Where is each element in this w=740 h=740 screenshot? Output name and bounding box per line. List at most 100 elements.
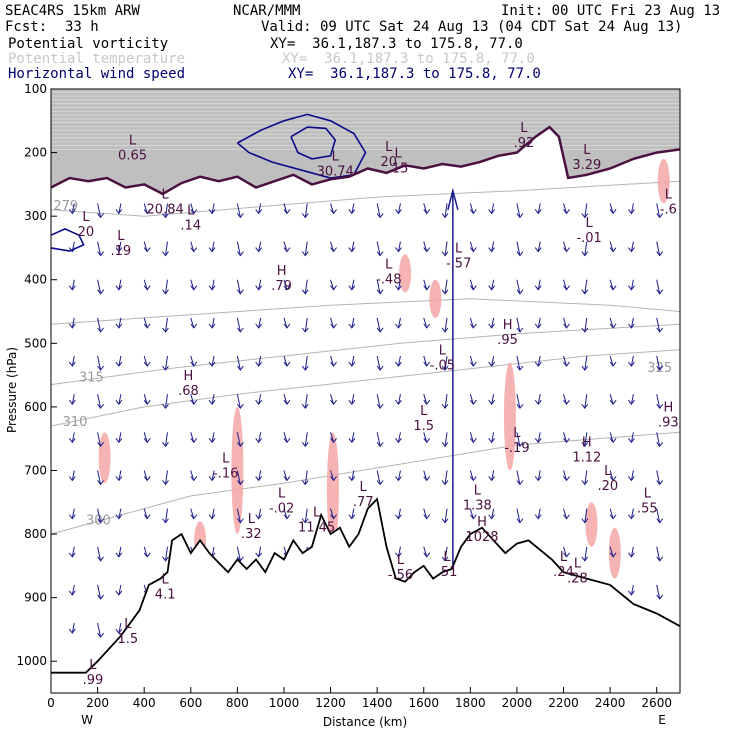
wind-vector-head <box>68 209 76 215</box>
wind-vector-head <box>162 251 169 257</box>
wind-vector <box>376 241 381 256</box>
wind-vector <box>190 470 195 481</box>
wind-vector-head <box>656 556 664 562</box>
extremum-value: .68 <box>178 384 199 399</box>
wind-vector-head <box>656 480 664 486</box>
wind-vector <box>190 317 195 329</box>
wind-vector-head <box>115 399 123 406</box>
extremum-H: H.68 <box>178 369 199 399</box>
wind-vector-head <box>516 365 524 371</box>
wind-vector <box>164 546 168 561</box>
wind-vector <box>469 279 474 290</box>
wind-vector-head <box>68 628 76 634</box>
wind-vector <box>609 470 614 481</box>
wind-vector-head <box>348 399 356 406</box>
wind-vector <box>211 470 215 481</box>
wind-vector <box>609 355 614 367</box>
wind-vector-head <box>469 438 477 444</box>
wind-vector <box>351 279 355 290</box>
extremum-L: L20 <box>381 140 398 170</box>
extremum-L: L.24 <box>553 550 574 580</box>
wind-vector <box>71 546 75 557</box>
wind-vector <box>491 394 495 405</box>
wind-vector <box>656 508 661 523</box>
wind-vector <box>563 317 567 329</box>
wind-vector-head <box>469 285 477 291</box>
wind-vector <box>118 470 122 481</box>
wind-vector-head <box>423 514 431 520</box>
wind-vector-head <box>656 251 664 257</box>
wind-vector <box>190 203 195 214</box>
wind-vector <box>164 508 168 523</box>
extremum-L: L.19 <box>111 229 132 259</box>
wind-vector <box>609 432 614 443</box>
wind-vector <box>71 203 75 214</box>
wind-vector-head <box>283 476 291 482</box>
wind-vector <box>376 317 381 332</box>
wind-vector <box>211 279 215 290</box>
wind-vector-head <box>208 247 216 253</box>
wind-vector <box>258 241 262 252</box>
wind-vector <box>143 432 148 443</box>
wind-vector <box>491 432 495 443</box>
wind-vector-head <box>255 514 263 520</box>
wind-vector <box>258 317 262 328</box>
wind-vector-head <box>628 361 635 367</box>
wind-vector-head <box>68 323 76 329</box>
extremum-value: .28 <box>567 571 588 586</box>
wind-vector-head <box>330 209 337 215</box>
extremum-L: L.32 <box>241 512 262 542</box>
wind-vector <box>376 432 381 447</box>
wind-vector <box>190 508 195 519</box>
extremum-type: L <box>385 140 393 155</box>
wind-vector-head <box>330 399 337 406</box>
extremum-value: .79 <box>271 279 292 294</box>
field-wind-name: Horizontal wind speed <box>8 66 186 82</box>
wind-vector <box>258 508 262 519</box>
forecast-hours: 33 h <box>65 19 99 35</box>
wind-vector-head <box>423 476 431 482</box>
extremum-L: L.92 <box>514 121 535 151</box>
wind-vector <box>397 241 401 252</box>
wind-vector-head <box>395 552 402 558</box>
wind-vector <box>469 203 474 214</box>
wind-vector-head <box>656 289 664 295</box>
wind-vector-head <box>656 365 664 371</box>
pv-anomaly-patch <box>98 432 111 484</box>
wind-vector-head <box>208 323 216 329</box>
wind-vector <box>563 279 567 290</box>
wind-vector-head <box>628 590 635 596</box>
wind-vector-head <box>97 251 104 257</box>
wind-vector-head <box>190 438 198 444</box>
wind-vector <box>397 355 401 367</box>
wind-vector-head <box>283 438 291 444</box>
wind-vector <box>537 279 541 290</box>
isentrope-279 <box>50 180 681 217</box>
isentrope-325 <box>50 298 681 325</box>
wind-vector-head <box>330 323 337 329</box>
stratosphere-pv-shading <box>51 89 680 194</box>
extremum-type: L <box>82 210 90 225</box>
wind-vector-head <box>97 403 104 410</box>
wind-vector-head <box>255 438 263 444</box>
wind-vector-head <box>441 289 449 295</box>
wind-vector <box>143 508 148 519</box>
extremum-type: L <box>455 242 463 257</box>
wind-vector-head <box>236 480 244 486</box>
wind-vector <box>71 355 75 367</box>
x-tick-label: 2000 <box>502 696 533 710</box>
wind-vector-head <box>348 323 356 329</box>
wind-vector <box>397 394 401 405</box>
wind-vector <box>516 394 521 409</box>
wind-vector-head <box>283 514 291 520</box>
wind-vector-head <box>301 403 309 410</box>
wind-vector <box>423 394 428 405</box>
wind-vector-head <box>563 247 570 253</box>
wind-vector-head <box>348 209 356 215</box>
extremum-L: L-.16 <box>213 451 238 481</box>
wind-vector-head <box>488 476 496 482</box>
wind-vector <box>397 279 401 290</box>
wind-vector <box>423 432 428 443</box>
extremum-value: 1.38 <box>463 498 492 513</box>
wind-vector-head <box>581 442 589 448</box>
